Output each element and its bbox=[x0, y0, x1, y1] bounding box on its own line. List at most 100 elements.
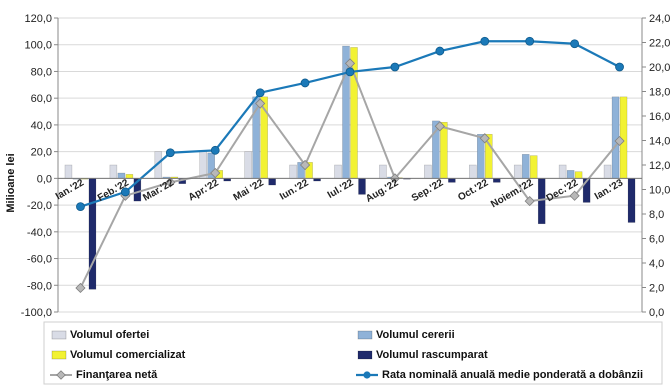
category-label: Oct.'22 bbox=[456, 177, 490, 203]
bar-volumul-rascumparat-12 bbox=[627, 178, 636, 223]
point-rata-dobanzii-10 bbox=[525, 36, 535, 46]
y2-tick-label: 16,0 bbox=[649, 111, 670, 123]
line-marks bbox=[75, 36, 625, 294]
bar-volumul-comercializat-11 bbox=[574, 171, 583, 179]
category-label: Mar.'22 bbox=[141, 177, 176, 204]
y2-tick-label: 10,0 bbox=[649, 185, 670, 197]
bar-volumul-ofertei-6 bbox=[334, 164, 342, 179]
point-rata-dobanzii-3 bbox=[210, 145, 220, 155]
legend-label-volumul-comercializat: Volumul comercializat bbox=[70, 349, 186, 361]
y2-tick-label: 12,0 bbox=[649, 160, 670, 172]
axes bbox=[54, 17, 646, 313]
point-rata-dobanzii-6 bbox=[345, 67, 355, 77]
category-label: Sep.'22 bbox=[410, 177, 446, 204]
bar-volumul-rascumparat-8 bbox=[448, 178, 456, 183]
legend-label-rata-nominala-anuala-medie-ponderata-a-dobanzii: Rata nominală anuală medie ponderată a d… bbox=[382, 369, 643, 381]
point-finantarea-neta-4 bbox=[255, 98, 266, 109]
legend-label-volumul-cererii: Volumul cererii bbox=[376, 329, 455, 341]
y-axis-label: Milioane lei bbox=[5, 153, 17, 212]
point-finantarea-neta-10 bbox=[524, 195, 535, 207]
legend-swatch-volumul-rascumparat bbox=[357, 350, 373, 360]
point-rata-dobanzii-0 bbox=[76, 202, 85, 212]
point-finantarea-neta-9 bbox=[479, 133, 490, 144]
point-finantarea-neta-6 bbox=[344, 58, 356, 69]
y2-tick-label: 14,0 bbox=[649, 136, 670, 148]
y2-tick-label: 24,0 bbox=[649, 13, 670, 25]
bar-volumul-rascumparat-0 bbox=[88, 178, 97, 290]
y-tick-label: -20,0 bbox=[27, 200, 52, 212]
bar-volumul-ofertei-0 bbox=[64, 164, 73, 179]
category-label: Ian.'23 bbox=[593, 177, 625, 202]
bar-volumul-ofertei-5 bbox=[289, 164, 297, 179]
y-tick-label: -80,0 bbox=[27, 280, 52, 292]
point-finantarea-neta-11 bbox=[569, 190, 580, 201]
point-rata-dobanzii-2 bbox=[165, 148, 175, 158]
y-tick-label: -60,0 bbox=[27, 254, 52, 266]
category-label: Aug.'22 bbox=[364, 177, 401, 205]
point-rata-dobanzii-4 bbox=[255, 88, 265, 98]
bar-volumul-cererii-10 bbox=[521, 154, 530, 179]
legend-swatch-marker-finantarea-neta bbox=[56, 370, 66, 380]
y-tick-label: 80,0 bbox=[31, 66, 52, 78]
bar-volumul-ofertei-9 bbox=[469, 164, 477, 179]
y-axis-ticks: -100,0 -80,0 -60,0 -40,0 -20,0 0,0 20,0 40,0 60,… bbox=[21, 13, 52, 319]
bar-volumul-ofertei-1 bbox=[109, 164, 118, 179]
category-label: Iul.'22 bbox=[326, 177, 356, 201]
point-finantarea-neta-3 bbox=[210, 167, 221, 179]
point-finantarea-neta-12 bbox=[614, 135, 625, 147]
y-tick-label: 20,0 bbox=[31, 147, 52, 159]
legend-label-finantarea-neta: Finanţarea netă bbox=[76, 369, 158, 381]
bar-volumul-cererii-11 bbox=[566, 170, 575, 179]
bar-volumul-ofertei-10 bbox=[513, 164, 522, 179]
y-tick-label: 40,0 bbox=[31, 120, 52, 132]
y2-axis-ticks: 0,0 2,0 4,0 6,0 8,0 10,0 12,0 14,0 16,0 18,0 20,0 2… bbox=[649, 13, 670, 319]
bar-volumul-ofertei-4 bbox=[244, 151, 252, 179]
legend: Volumul ofertei Volumul cererii Volumul co… bbox=[43, 321, 663, 385]
point-finantarea-neta-8 bbox=[434, 121, 445, 132]
bar-volumul-rascumparat-6 bbox=[358, 178, 366, 195]
bar-volumul-comercializat-10 bbox=[529, 155, 538, 179]
y-tick-label: 0,0 bbox=[37, 173, 52, 185]
y2-tick-label: 22,0 bbox=[649, 38, 670, 50]
point-rata-dobanzii-7 bbox=[390, 62, 400, 72]
legend-box bbox=[43, 321, 663, 385]
bar-volumul-ofertei-11 bbox=[558, 164, 567, 179]
y2-tick-label: 0,0 bbox=[649, 307, 664, 319]
category-label: Iun.'22 bbox=[278, 177, 311, 202]
bar-volumul-rascumparat-4 bbox=[268, 178, 276, 186]
bar-volumul-rascumparat-10 bbox=[537, 178, 546, 225]
point-rata-dobanzii-5 bbox=[300, 78, 310, 88]
category-label: Ian.'22 bbox=[54, 177, 86, 202]
bar-volumul-ofertei-12 bbox=[603, 164, 612, 179]
y-tick-label: 120,0 bbox=[24, 13, 52, 25]
y-tick-label: -100,0 bbox=[21, 307, 52, 319]
point-rata-dobanzii-12 bbox=[615, 62, 624, 72]
category-label: Apr.'22 bbox=[187, 177, 221, 203]
y-tick-label: 100,0 bbox=[24, 40, 52, 52]
bar-volumul-ofertei-8 bbox=[424, 164, 432, 179]
point-rata-dobanzii-11 bbox=[570, 39, 580, 49]
bar-volumul-ofertei-7 bbox=[379, 164, 387, 179]
y-tick-label: -40,0 bbox=[27, 227, 52, 239]
category-label: Mai '22 bbox=[232, 177, 266, 203]
point-rata-dobanzii-8 bbox=[435, 46, 445, 56]
bar-volumul-rascumparat-9 bbox=[493, 178, 501, 183]
legend-label-volumul-ofertei: Volumul ofertei bbox=[70, 329, 149, 341]
legend-swatch-volumul-cererii bbox=[357, 330, 373, 340]
point-rata-dobanzii-1 bbox=[120, 187, 130, 197]
y2-tick-label: 18,0 bbox=[649, 87, 670, 99]
y2-tick-label: 2,0 bbox=[649, 283, 664, 295]
point-finantarea-neta-2 bbox=[165, 177, 176, 188]
bar-marks bbox=[64, 45, 636, 290]
legend-swatch-volumul-ofertei bbox=[51, 330, 67, 340]
legend-label-volumul-rascumparat: Volumul rascumparat bbox=[376, 349, 488, 361]
y-tick-label: 60,0 bbox=[31, 93, 52, 105]
y2-tick-label: 20,0 bbox=[649, 62, 670, 74]
y2-tick-label: 6,0 bbox=[649, 234, 664, 246]
legend-swatch-marker-rata-nominala-anuala-medie-ponderata-a-dobanzii bbox=[363, 371, 371, 379]
point-rata-dobanzii-9 bbox=[480, 36, 490, 46]
point-finantarea-neta-5 bbox=[299, 159, 311, 171]
point-finantarea-neta-0 bbox=[75, 282, 86, 294]
legend-swatch-volumul-comercializat bbox=[51, 350, 67, 360]
